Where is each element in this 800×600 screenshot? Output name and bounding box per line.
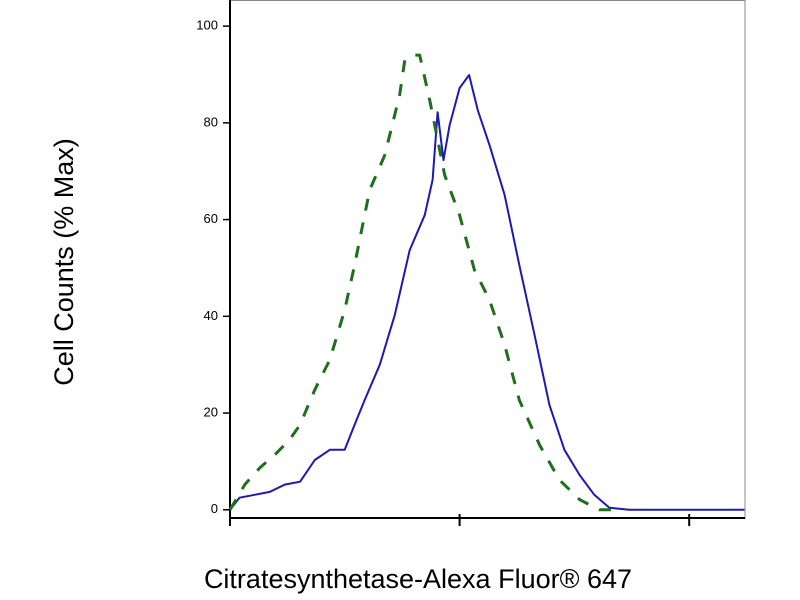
- series-line: [228, 53, 620, 512]
- x-axis-title: Citratesynthetase-Alexa Fluor® 647: [204, 564, 632, 594]
- y-tick-label: 80: [204, 114, 218, 129]
- y-tick-label: 0: [211, 501, 218, 516]
- y-tick-label: 100: [196, 18, 218, 33]
- y-axis-title: Cell Counts (% Max): [49, 138, 79, 386]
- series-line: [229, 74, 745, 511]
- y-tick-label: 20: [204, 404, 218, 419]
- y-tick-label: 60: [204, 211, 218, 226]
- y-tick-label: 40: [204, 308, 218, 323]
- plot-frame: [229, 0, 746, 519]
